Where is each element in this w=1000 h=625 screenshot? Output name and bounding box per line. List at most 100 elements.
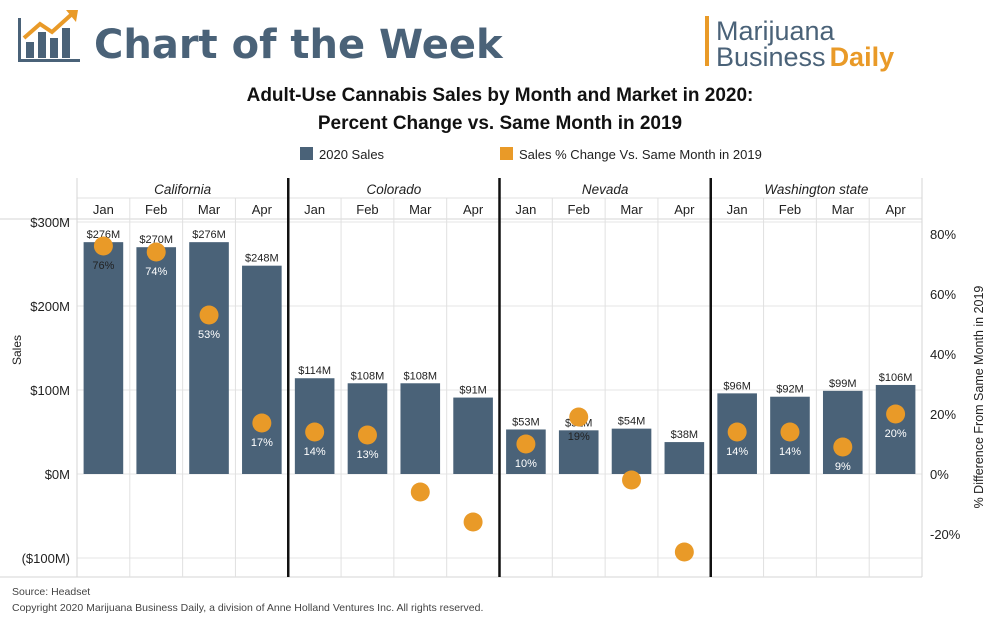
pct-change-dot bbox=[199, 305, 219, 325]
y2-axis-tick-label: 0% bbox=[930, 467, 949, 482]
sales-value-label: $54M bbox=[618, 416, 646, 428]
legend-label: 2020 Sales bbox=[319, 147, 385, 162]
brand-line2-business: Business bbox=[716, 42, 826, 72]
sales-bar bbox=[664, 442, 705, 474]
legend-label: Sales % Change Vs. Same Month in 2019 bbox=[519, 147, 762, 162]
pct-change-dot bbox=[780, 422, 800, 442]
sales-value-label: $106M bbox=[879, 372, 913, 384]
pct-change-dot bbox=[463, 512, 483, 532]
month-label: Apr bbox=[885, 202, 906, 217]
y-axis-title: Sales bbox=[10, 335, 24, 365]
banner: Chart of the Week Marijuana Business Dail… bbox=[18, 10, 894, 72]
pct-change-dot bbox=[833, 437, 853, 457]
legend-swatch bbox=[500, 147, 513, 160]
month-label: Mar bbox=[409, 202, 432, 217]
pct-change-dot bbox=[305, 422, 325, 442]
sales-value-label: $53M bbox=[512, 416, 540, 428]
pct-change-dot bbox=[357, 425, 377, 445]
sales-bar bbox=[83, 242, 124, 474]
month-label: Jan bbox=[304, 202, 325, 217]
pct-change-label: 14% bbox=[726, 446, 748, 458]
sales-bar bbox=[400, 383, 441, 474]
pct-change-label: -26% bbox=[672, 566, 698, 578]
month-label: Feb bbox=[356, 202, 378, 217]
sales-bar bbox=[822, 390, 863, 474]
sales-value-label: $108M bbox=[403, 370, 437, 382]
y-axis-tick-label: $0M bbox=[45, 467, 70, 482]
sales-bar bbox=[189, 242, 229, 474]
month-label: Apr bbox=[674, 202, 695, 217]
sales-value-label: $108M bbox=[351, 370, 385, 382]
pct-change-dot bbox=[674, 542, 694, 562]
sales-value-label: $96M bbox=[723, 380, 751, 392]
y-axis-tick-label: $200M bbox=[30, 299, 70, 314]
pct-change-label: 14% bbox=[779, 446, 801, 458]
pct-change-label: 14% bbox=[304, 446, 326, 458]
market-label: Washington state bbox=[764, 182, 868, 197]
y2-axis-tick-label: 20% bbox=[930, 407, 956, 422]
pct-change-label: 19% bbox=[568, 431, 590, 443]
y2-axis-title: % Difference From Same Month in 2019 bbox=[972, 286, 986, 509]
source-note: Source: Headset bbox=[12, 586, 91, 598]
y2-axis-tick-label: 60% bbox=[930, 287, 956, 302]
sales-value-label: $114M bbox=[298, 365, 331, 377]
legend-swatch bbox=[300, 147, 313, 160]
month-label: Feb bbox=[568, 202, 590, 217]
sales-bar bbox=[611, 428, 652, 474]
pct-change-dot bbox=[252, 413, 272, 433]
banner-headline: Chart of the Week bbox=[94, 22, 504, 68]
copyright-note: Copyright 2020 Marijuana Business Daily,… bbox=[12, 602, 484, 614]
y-axis-tick-label: $300M bbox=[30, 215, 70, 230]
pct-change-dot bbox=[569, 407, 589, 427]
month-label: Jan bbox=[515, 202, 536, 217]
sales-bar bbox=[453, 397, 493, 474]
sales-value-label: $91M bbox=[459, 385, 487, 397]
pct-change-dot bbox=[622, 470, 642, 490]
bar-chart-logo-icon bbox=[18, 10, 80, 62]
pct-change-label: 53% bbox=[198, 329, 220, 341]
pct-change-dot bbox=[146, 242, 166, 262]
sales-bar bbox=[242, 265, 282, 474]
brand-logo: Marijuana Business Daily bbox=[705, 16, 894, 72]
pct-change-label: 17% bbox=[251, 437, 273, 449]
month-label: Mar bbox=[832, 202, 855, 217]
market-label: California bbox=[154, 182, 212, 197]
month-label: Feb bbox=[145, 202, 167, 217]
chart-title-line2: Percent Change vs. Same Month in 2019 bbox=[318, 113, 682, 134]
chart-title-line1: Adult-Use Cannabis Sales by Month and Ma… bbox=[247, 85, 754, 106]
sales-value-label: $248M bbox=[245, 253, 279, 265]
brand-line2: Business Daily bbox=[716, 42, 894, 72]
market-label: Nevada bbox=[582, 182, 629, 197]
month-label: Apr bbox=[252, 202, 273, 217]
y-axis-tick-label: ($100M) bbox=[22, 551, 70, 566]
pct-change-label: 76% bbox=[92, 260, 114, 272]
brand-line2-daily: Daily bbox=[830, 42, 895, 72]
sales-value-label: $276M bbox=[87, 229, 121, 241]
sales-value-label: $99M bbox=[829, 378, 857, 390]
month-label: Jan bbox=[93, 202, 114, 217]
y2-axis-tick-label: -20% bbox=[930, 527, 961, 542]
sales-bar bbox=[136, 247, 177, 474]
pct-change-label: 74% bbox=[145, 266, 167, 278]
month-label: Feb bbox=[779, 202, 801, 217]
sales-value-label: $92M bbox=[776, 384, 804, 396]
month-label: Apr bbox=[463, 202, 484, 217]
pct-change-dot bbox=[727, 422, 747, 442]
pct-change-label: 9% bbox=[835, 461, 851, 473]
pct-change-label: -6% bbox=[411, 506, 431, 518]
pct-change-dot bbox=[410, 482, 430, 502]
brand-line1: Marijuana bbox=[716, 16, 836, 46]
month-label: Jan bbox=[727, 202, 748, 217]
pct-change-dot bbox=[516, 434, 536, 454]
month-label: Mar bbox=[620, 202, 643, 217]
pct-change-label: 13% bbox=[356, 449, 378, 461]
pct-change-label: -2% bbox=[622, 494, 642, 506]
sales-value-label: $270M bbox=[139, 234, 173, 246]
y2-axis-tick-label: 80% bbox=[930, 227, 956, 242]
y-axis-tick-label: $100M bbox=[30, 383, 70, 398]
market-label: Colorado bbox=[366, 182, 421, 197]
sales-bar bbox=[875, 384, 916, 474]
pct-change-label: -16% bbox=[460, 536, 486, 548]
month-label: Mar bbox=[198, 202, 221, 217]
